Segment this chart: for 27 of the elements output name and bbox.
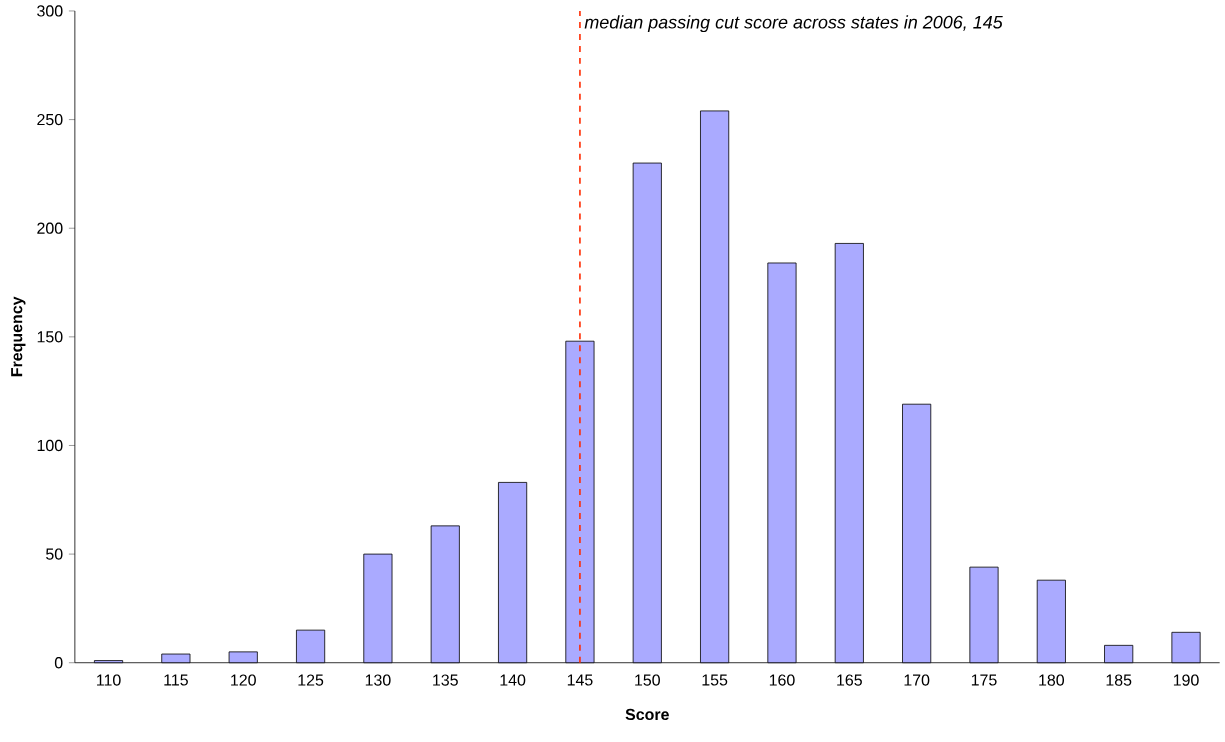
y-tick-label: 300 [37,5,63,17]
x-tick-label: 115 [164,674,188,686]
x-tick-label: 140 [500,674,526,686]
x-tick-label: 145 [567,674,593,686]
y-tick-label: 100 [37,440,63,452]
x-tick-label: 190 [1173,674,1199,686]
y-tick-label: 150 [37,331,63,343]
x-tick-label: 175 [971,674,997,686]
x-tick-label: 120 [231,674,256,686]
x-tick-label: 185 [1106,674,1132,686]
y-axis-title: Frequency [11,296,26,377]
x-tick-label: 155 [702,674,728,686]
x-tick-label: 125 [298,674,324,686]
x-tick-label: 130 [365,674,391,686]
y-tick-label: 200 [37,222,63,235]
x-tick-label: 150 [635,674,660,686]
x-tick-label: 110 [97,674,121,686]
x-tick-label: 135 [433,674,458,686]
x-tick-label: 170 [904,674,930,686]
x-tick-label: 165 [837,674,862,686]
y-tick-label: 0 [54,657,63,669]
y-tick-label: 250 [37,114,63,126]
y-tick-label: 50 [46,548,63,560]
x-tick-label: 180 [1039,674,1065,686]
x-tick-label: 160 [769,674,795,686]
x-axis-title: Score [625,708,669,721]
ref-line-label: median passing cut score across states in 2006, 145 [584,15,1003,33]
